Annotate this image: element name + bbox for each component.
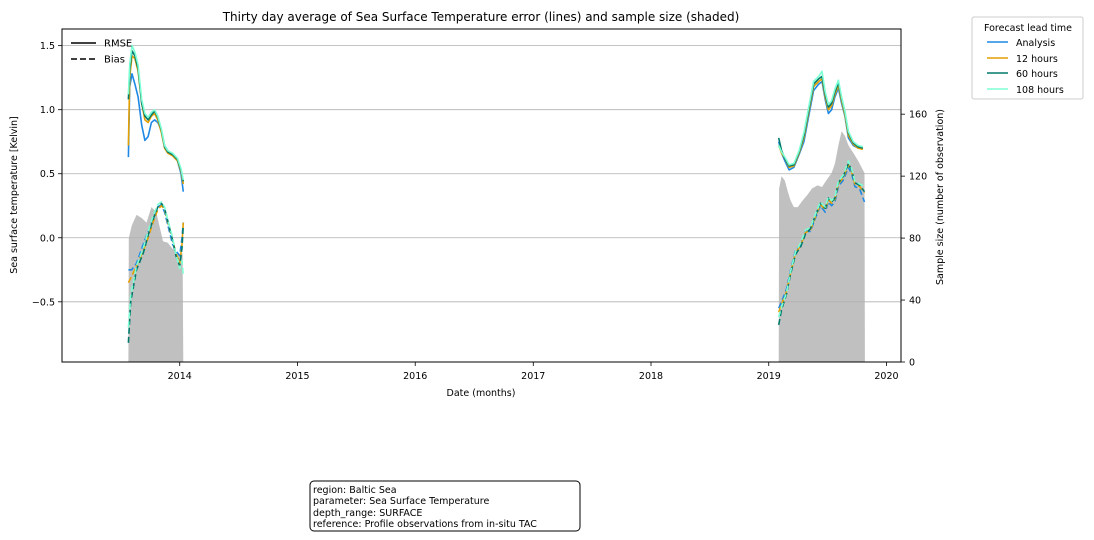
x-tick-label: 2017: [521, 371, 545, 382]
x-axis-label: Date (months): [447, 388, 516, 399]
y2-tick-label: 80: [909, 234, 921, 245]
legend-label-60-hours: 60 hours: [1016, 69, 1058, 80]
forecast-legend-title: Forecast lead time: [984, 23, 1072, 34]
x-tick-label: 2015: [285, 371, 309, 382]
grid: [62, 45, 901, 303]
x-tick-label: 2016: [403, 371, 427, 382]
series-108-hours-bias-line: [777, 160, 865, 318]
series-12-hours-rmse-line: [127, 55, 185, 185]
sample-size-area-2: [778, 131, 865, 362]
annotation-line-depth: depth_range: SURFACE: [313, 508, 422, 519]
series-108-hours-rmse-line: [127, 44, 185, 181]
x-axis: 2014 2015 2016 2017 2018 2019 2020: [168, 362, 899, 382]
y-tick-label: 1.0: [40, 105, 55, 116]
y2-tick-label: 40: [909, 296, 921, 307]
y2-tick-label: 120: [909, 172, 927, 183]
forecast-legend-frame: [971, 16, 1084, 100]
x-tick-label: 2019: [757, 371, 781, 382]
y2-tick-label: 0: [909, 358, 915, 369]
series-108-hours-bias-line: [127, 201, 185, 328]
y-axis: −0.5 0.0 0.5 1.0 1.5: [32, 41, 62, 308]
forecast-legend: Forecast lead time Analysis 12 hours 60 …: [971, 16, 1084, 100]
series-12-hours-bias-line: [777, 164, 866, 313]
rmse-legend-label: RMSE: [104, 39, 132, 50]
x-tick-label: 2018: [639, 371, 663, 382]
chart-title: Thirty day average of Sea Surface Temper…: [222, 10, 740, 24]
annotation-line-reference: reference: Profile observations from in-…: [313, 519, 537, 530]
annotation-line-parameter: parameter: Sea Surface Temperature: [313, 496, 489, 507]
y-tick-label: 1.5: [40, 41, 55, 52]
legend-label-12-hours: 12 hours: [1016, 54, 1058, 65]
style-legend: RMSE Bias: [71, 39, 132, 66]
y-tick-label: 0.5: [40, 169, 55, 180]
annotation-box: region: Baltic Sea parameter: Sea Surfac…: [309, 480, 581, 532]
sample-size-area-1: [128, 207, 184, 362]
series-lines: [127, 44, 866, 343]
y-tick-label: 0.0: [40, 233, 55, 244]
annotation-frame: [309, 480, 581, 532]
x-tick-label: 2014: [168, 371, 192, 382]
bias-legend-label: Bias: [104, 55, 125, 66]
series-60-hours-rmse-line: [127, 49, 185, 182]
series-108-hours-rmse-line: [777, 70, 864, 166]
y2-axis: 0 40 80 120 160: [901, 110, 927, 369]
legend-label-108-hours: 108 hours: [1016, 85, 1064, 96]
y-axis-label: Sea surface temperature [Kelvin]: [9, 116, 20, 274]
legend-label-analysis: Analysis: [1016, 38, 1055, 49]
sample-size-area: [128, 131, 865, 362]
plot-frame: [61, 28, 902, 363]
y2-tick-label: 160: [909, 110, 927, 121]
annotation-line-region: region: Baltic Sea: [313, 485, 397, 496]
x-tick-label: 2020: [874, 371, 898, 382]
y2-axis-label: Sample size (number of observation): [935, 109, 946, 285]
series-12-hours-bias-line: [127, 204, 185, 283]
y-tick-label: −0.5: [32, 297, 55, 308]
